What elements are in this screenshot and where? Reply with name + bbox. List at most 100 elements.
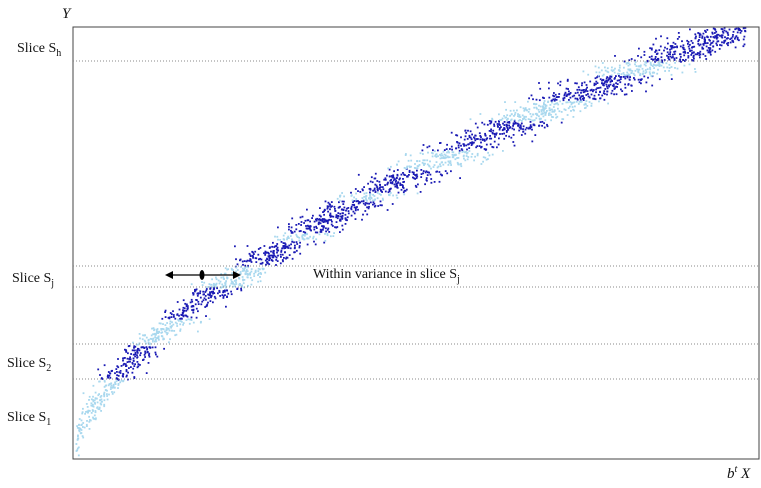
- scatter-point: [246, 245, 249, 247]
- scatter-point: [113, 386, 116, 389]
- scatter-point: [565, 95, 568, 97]
- scatter-point: [125, 351, 128, 353]
- scatter-point: [531, 140, 534, 143]
- scatter-point: [370, 176, 373, 179]
- scatter-point: [106, 389, 108, 392]
- scatter-point: [174, 321, 177, 324]
- scatter-point: [326, 222, 329, 225]
- scatter-point: [329, 214, 331, 217]
- scatter-point: [627, 64, 630, 67]
- scatter-point: [643, 75, 646, 78]
- scatter-point: [404, 189, 407, 192]
- scatter-point: [327, 227, 330, 230]
- scatter-point: [291, 231, 294, 234]
- scatter-point: [133, 365, 136, 367]
- x-axis-label: bt X: [727, 464, 751, 482]
- scatter-point: [293, 241, 295, 244]
- scatter-point: [205, 288, 208, 290]
- scatter-point: [503, 115, 505, 117]
- scatter-point: [404, 154, 407, 156]
- scatter-point: [294, 244, 296, 247]
- scatter-point: [361, 218, 363, 221]
- scatter-point: [161, 317, 164, 320]
- scatter-point: [76, 439, 79, 441]
- scatter-point: [189, 301, 192, 304]
- scatter-point: [584, 90, 587, 92]
- scatter-point: [235, 258, 237, 261]
- scatter-point: [716, 44, 718, 47]
- scatter-point: [108, 374, 111, 377]
- scatter-point: [637, 71, 640, 74]
- scatter-point: [387, 191, 390, 194]
- scatter-point: [314, 243, 317, 246]
- scatter-point: [374, 177, 377, 180]
- scatter-point: [696, 53, 699, 56]
- scatter-point: [210, 283, 213, 286]
- scatter-point: [601, 74, 604, 77]
- scatter-point: [492, 129, 495, 132]
- scatter-point: [453, 153, 456, 156]
- scatter-point: [435, 161, 438, 163]
- scatter-point: [343, 200, 345, 203]
- scatter-point: [270, 254, 273, 257]
- scatter-point: [689, 43, 691, 46]
- scatter-point: [597, 87, 600, 89]
- scatter-point: [122, 357, 125, 360]
- scatter-point: [612, 83, 615, 86]
- scatter-point: [271, 245, 273, 248]
- scatter-point: [373, 187, 376, 190]
- scatter-point: [389, 175, 391, 178]
- scatter-point: [522, 125, 525, 128]
- scatter-point: [639, 72, 642, 75]
- scatter-point: [194, 303, 197, 306]
- scatter-point: [126, 374, 128, 377]
- scatter-point: [499, 127, 501, 129]
- scatter-point: [324, 220, 326, 223]
- scatter-point: [312, 235, 315, 238]
- scatter-point: [637, 70, 640, 73]
- scatter-point: [442, 156, 445, 158]
- scatter-point: [147, 362, 150, 364]
- scatter-point: [652, 58, 654, 61]
- scatter-point: [503, 128, 506, 131]
- scatter-point: [577, 86, 580, 89]
- scatter-point: [682, 48, 685, 50]
- scatter-point: [112, 386, 114, 389]
- scatter-point: [169, 338, 171, 341]
- scatter-point: [77, 454, 80, 457]
- scatter-point: [408, 174, 410, 176]
- scatter-point: [221, 294, 224, 296]
- scatter-point: [444, 170, 447, 172]
- scatter-point: [620, 88, 622, 91]
- scatter-point: [443, 153, 446, 156]
- scatter-point: [513, 119, 516, 121]
- scatter-point: [574, 92, 577, 94]
- scatter-point: [650, 47, 653, 50]
- scatter-point: [172, 314, 175, 316]
- scatter-point: [670, 66, 673, 68]
- scatter-point: [529, 113, 532, 115]
- scatter-point: [561, 102, 564, 105]
- scatter-point: [395, 177, 398, 179]
- scatter-point: [126, 361, 129, 363]
- scatter-point: [706, 36, 709, 38]
- scatter-point: [505, 108, 507, 111]
- scatter-point: [629, 76, 631, 78]
- scatter-point: [253, 253, 255, 255]
- scatter-point: [329, 204, 332, 206]
- scatter-point: [466, 158, 469, 161]
- scatter-point: [599, 78, 602, 81]
- scatter-point: [512, 134, 515, 136]
- scatter-point: [419, 191, 422, 193]
- scatter-point: [284, 247, 286, 249]
- scatter-point: [331, 225, 334, 227]
- scatter-point: [186, 307, 189, 310]
- scatter-point: [259, 262, 262, 265]
- scatter-point: [626, 62, 629, 64]
- scatter-point: [115, 368, 118, 370]
- scatter-point: [281, 247, 283, 250]
- scatter-point: [528, 108, 531, 111]
- scatter-point: [715, 37, 718, 40]
- scatter-point: [559, 80, 562, 83]
- scatter-point: [589, 89, 592, 92]
